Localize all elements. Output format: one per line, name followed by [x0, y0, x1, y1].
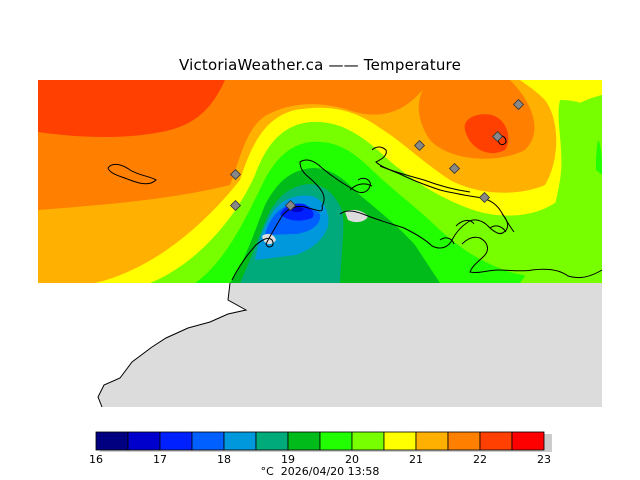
legend-swatch — [255, 431, 289, 451]
legend-swatch — [479, 431, 513, 451]
station-marker[interactable] — [284, 199, 297, 212]
station-marker[interactable] — [512, 98, 525, 111]
legend-tick-label: 23 — [537, 453, 551, 466]
units-timestamp: °C 2026/04/20 13:58 — [0, 465, 640, 478]
land-area — [98, 283, 602, 407]
legend-tick-label: 18 — [217, 453, 231, 466]
legend-tick-label: 16 — [89, 453, 103, 466]
legend-swatch — [159, 431, 193, 451]
legend-swatch — [191, 431, 225, 451]
station-marker[interactable] — [478, 191, 491, 204]
legend-swatch — [95, 431, 129, 451]
station-marker[interactable] — [229, 168, 242, 181]
timestamp-label: 2026/04/20 13:58 — [280, 465, 380, 478]
legend-swatch — [415, 431, 449, 451]
legend-tick-label: 22 — [473, 453, 487, 466]
legend-swatch — [287, 431, 321, 451]
legend-tick-label: 20 — [345, 453, 359, 466]
units-label: °C — [260, 465, 274, 478]
legend-swatch — [351, 431, 385, 451]
map-title: VictoriaWeather.ca —— Temperature — [178, 56, 462, 74]
station-marker[interactable] — [491, 130, 504, 143]
legend-tick-label: 17 — [153, 453, 167, 466]
coastline — [97, 135, 603, 408]
legend-tick-label: 21 — [409, 453, 423, 466]
color-legend — [95, 431, 552, 452]
legend-swatch — [511, 431, 545, 451]
legend-swatch — [319, 431, 353, 451]
station-marker[interactable] — [413, 139, 426, 152]
legend-swatch — [383, 431, 417, 451]
station-marker[interactable] — [229, 199, 242, 212]
station-marker[interactable] — [448, 162, 461, 175]
legend-swatch — [447, 431, 481, 451]
weather-stations — [229, 98, 525, 212]
legend-swatch — [223, 431, 257, 451]
legend-swatch — [127, 431, 161, 451]
legend-tick-label: 19 — [281, 453, 295, 466]
